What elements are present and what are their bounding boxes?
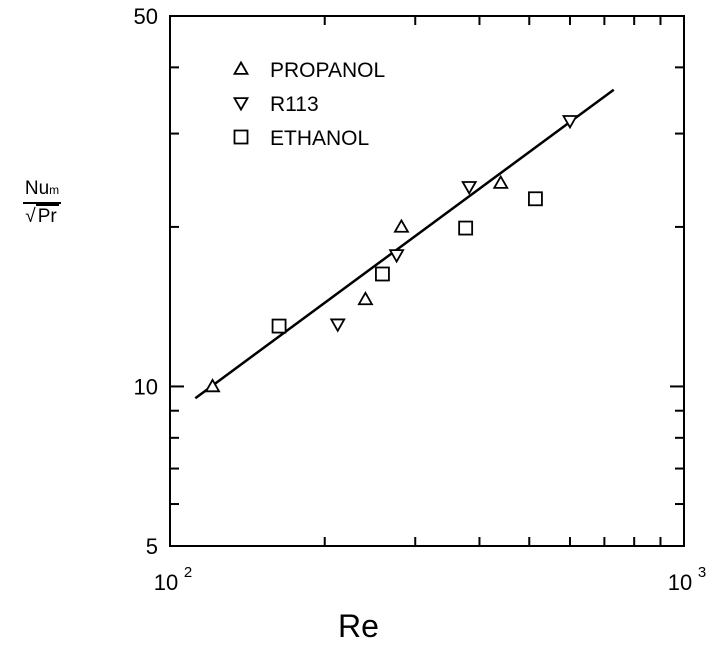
legend-label: ETHANOL [270,127,369,150]
data-point-r113 [388,249,405,264]
x-tick-label-exponent: 3 [698,564,706,581]
data-point-r113 [561,115,579,130]
fit-line-layer [194,88,615,400]
data-point-ethanol [458,220,474,236]
data-point-propanol [204,378,221,393]
y-tick-label: 50 [134,4,158,29]
y-axis-label-num-main: Nu [24,178,50,199]
legend-label: R113 [270,93,319,116]
x-tick-label: 10 2 [154,564,192,595]
y-axis-label-den-text: Pr [35,204,59,227]
y-axis-label-numerator: Num [22,178,62,204]
data-point-r113 [329,318,346,333]
y-axis-label-denominator: √ Pr [25,204,59,227]
data-point-r113 [461,181,478,196]
data-point-propanol [492,174,509,189]
x-axis-label: Re [338,608,379,644]
legend-marker-r113 [232,97,250,112]
y-tick-label: 5 [146,534,158,559]
x-tick-label: 10 3 [668,564,706,595]
plot-frame [169,15,685,547]
data-point-propanol [393,218,410,233]
legend-label: PROPANOL [270,59,385,82]
legend-marker-propanol [232,60,250,75]
x-tick-label-exponent: 2 [184,564,192,581]
y-tick-label: 10 [134,374,158,399]
x-tick-label-base: 10 [668,570,692,595]
data-points-layer [204,115,579,393]
data-point-ethanol [375,266,390,282]
y-axis-label-root-sign: √ [25,206,36,227]
y-tick-labels: 5 10 50 [134,4,158,559]
y-axis-label: Num √ Pr [0,178,84,228]
data-point-propanol [357,291,374,306]
fit-line [194,88,615,400]
y-axis-label-num-sub: m [49,183,60,197]
x-tick-label-base: 10 [154,570,178,595]
data-point-ethanol [271,318,287,334]
data-point-ethanol [528,191,543,207]
axis-ticks [169,15,685,547]
x-tick-labels: 10 2 10 3 [154,564,706,595]
legend-marker-ethanol [233,129,249,145]
legend: PROPANOL R113 ETHANOL [232,59,385,150]
